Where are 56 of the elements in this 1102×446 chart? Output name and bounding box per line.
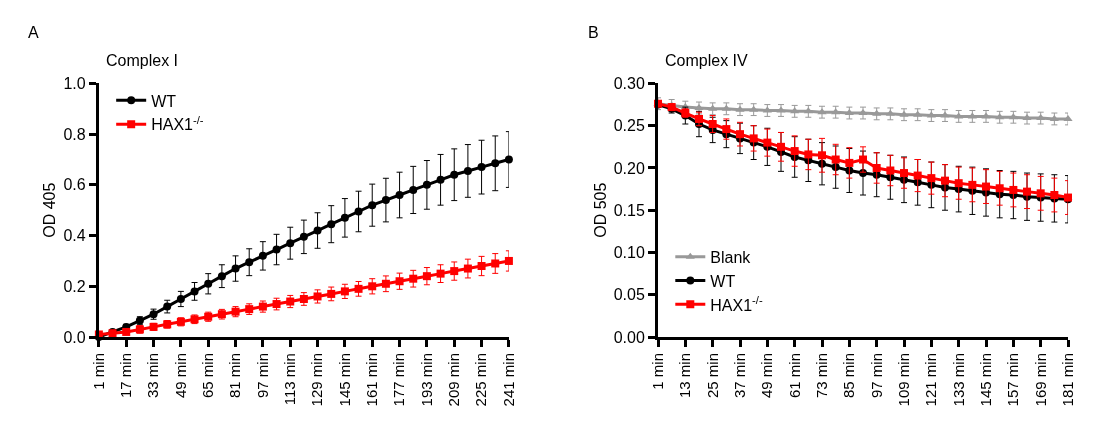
x-tick-label: 169 min	[1031, 353, 1049, 407]
text: B	[588, 24, 599, 41]
y-tick-label: 0.30	[613, 75, 645, 93]
x-tick-label: 81 min	[226, 353, 244, 399]
y-tick-label: 0.0	[63, 328, 86, 346]
x-tick-label: 25 min	[703, 353, 721, 399]
text: A	[28, 24, 39, 41]
x-tick-label: 49 min	[758, 353, 776, 399]
legend-label: HAX1$^{-/-}$	[151, 113, 204, 134]
y-tick-label: 0.4	[63, 227, 86, 245]
x-tick-label: 129 min	[308, 353, 326, 407]
y-tick-label: 0.05	[613, 286, 645, 304]
y-tick-label: 0.20	[613, 159, 645, 177]
x-tick-label: 157 min	[1004, 353, 1022, 407]
y-tick-label: 0.2	[63, 277, 86, 295]
x-tick-label: 49 min	[171, 353, 189, 399]
x-tick-label: 17 min	[117, 353, 135, 399]
x-tick-label: 177 min	[390, 353, 408, 407]
y-axis-title: OD 505	[591, 182, 609, 238]
x-tick-label: 161 min	[363, 353, 381, 407]
y-tick-label: 0.8	[63, 125, 86, 143]
x-tick-label: 73 min	[812, 353, 830, 399]
y-axis-title: OD 405	[41, 182, 59, 238]
y-tick-label: 0.15	[613, 201, 645, 219]
x-tick-label: 209 min	[445, 353, 463, 407]
y-tick-label: 0.00	[613, 328, 645, 346]
x-tick-label: 193 min	[417, 353, 435, 407]
x-tick-label: 37 min	[730, 353, 748, 399]
x-tick-label: 145 min	[335, 353, 353, 407]
y-tick-label: 0.25	[613, 117, 645, 135]
y-tick-label: 0.6	[63, 176, 86, 194]
y-tick-label: 0.10	[613, 244, 645, 262]
x-tick-label: 33 min	[144, 353, 162, 399]
x-tick-label: 97 min	[867, 353, 885, 399]
x-tick-label: 225 min	[472, 353, 490, 407]
chart-title: Complex IV	[665, 52, 749, 69]
x-tick-label: 13 min	[676, 353, 694, 399]
legend-label: WT	[710, 272, 736, 290]
x-tick-label: 241 min	[499, 353, 517, 407]
legend-label: HAX1$^{-/-}$	[710, 293, 763, 314]
legend-label: WT	[151, 92, 177, 110]
legend-label: Blank	[710, 248, 752, 266]
x-tick-label: 145 min	[976, 353, 994, 407]
x-tick-label: 65 min	[199, 353, 217, 399]
x-tick-label: 121 min	[922, 353, 940, 407]
x-tick-label: 85 min	[840, 353, 858, 399]
x-tick-label: 61 min	[785, 353, 803, 399]
x-tick-label: 97 min	[253, 353, 271, 399]
x-tick-label: 181 min	[1058, 353, 1076, 407]
x-tick-label: 133 min	[949, 353, 967, 407]
chart-title: Complex I	[106, 52, 179, 69]
x-tick-label: 109 min	[894, 353, 912, 407]
x-tick-label: 1 min	[89, 353, 107, 390]
x-tick-label: 113 min	[281, 353, 299, 406]
x-tick-label: 1 min	[648, 353, 666, 390]
y-tick-label: 1.0	[63, 75, 86, 93]
